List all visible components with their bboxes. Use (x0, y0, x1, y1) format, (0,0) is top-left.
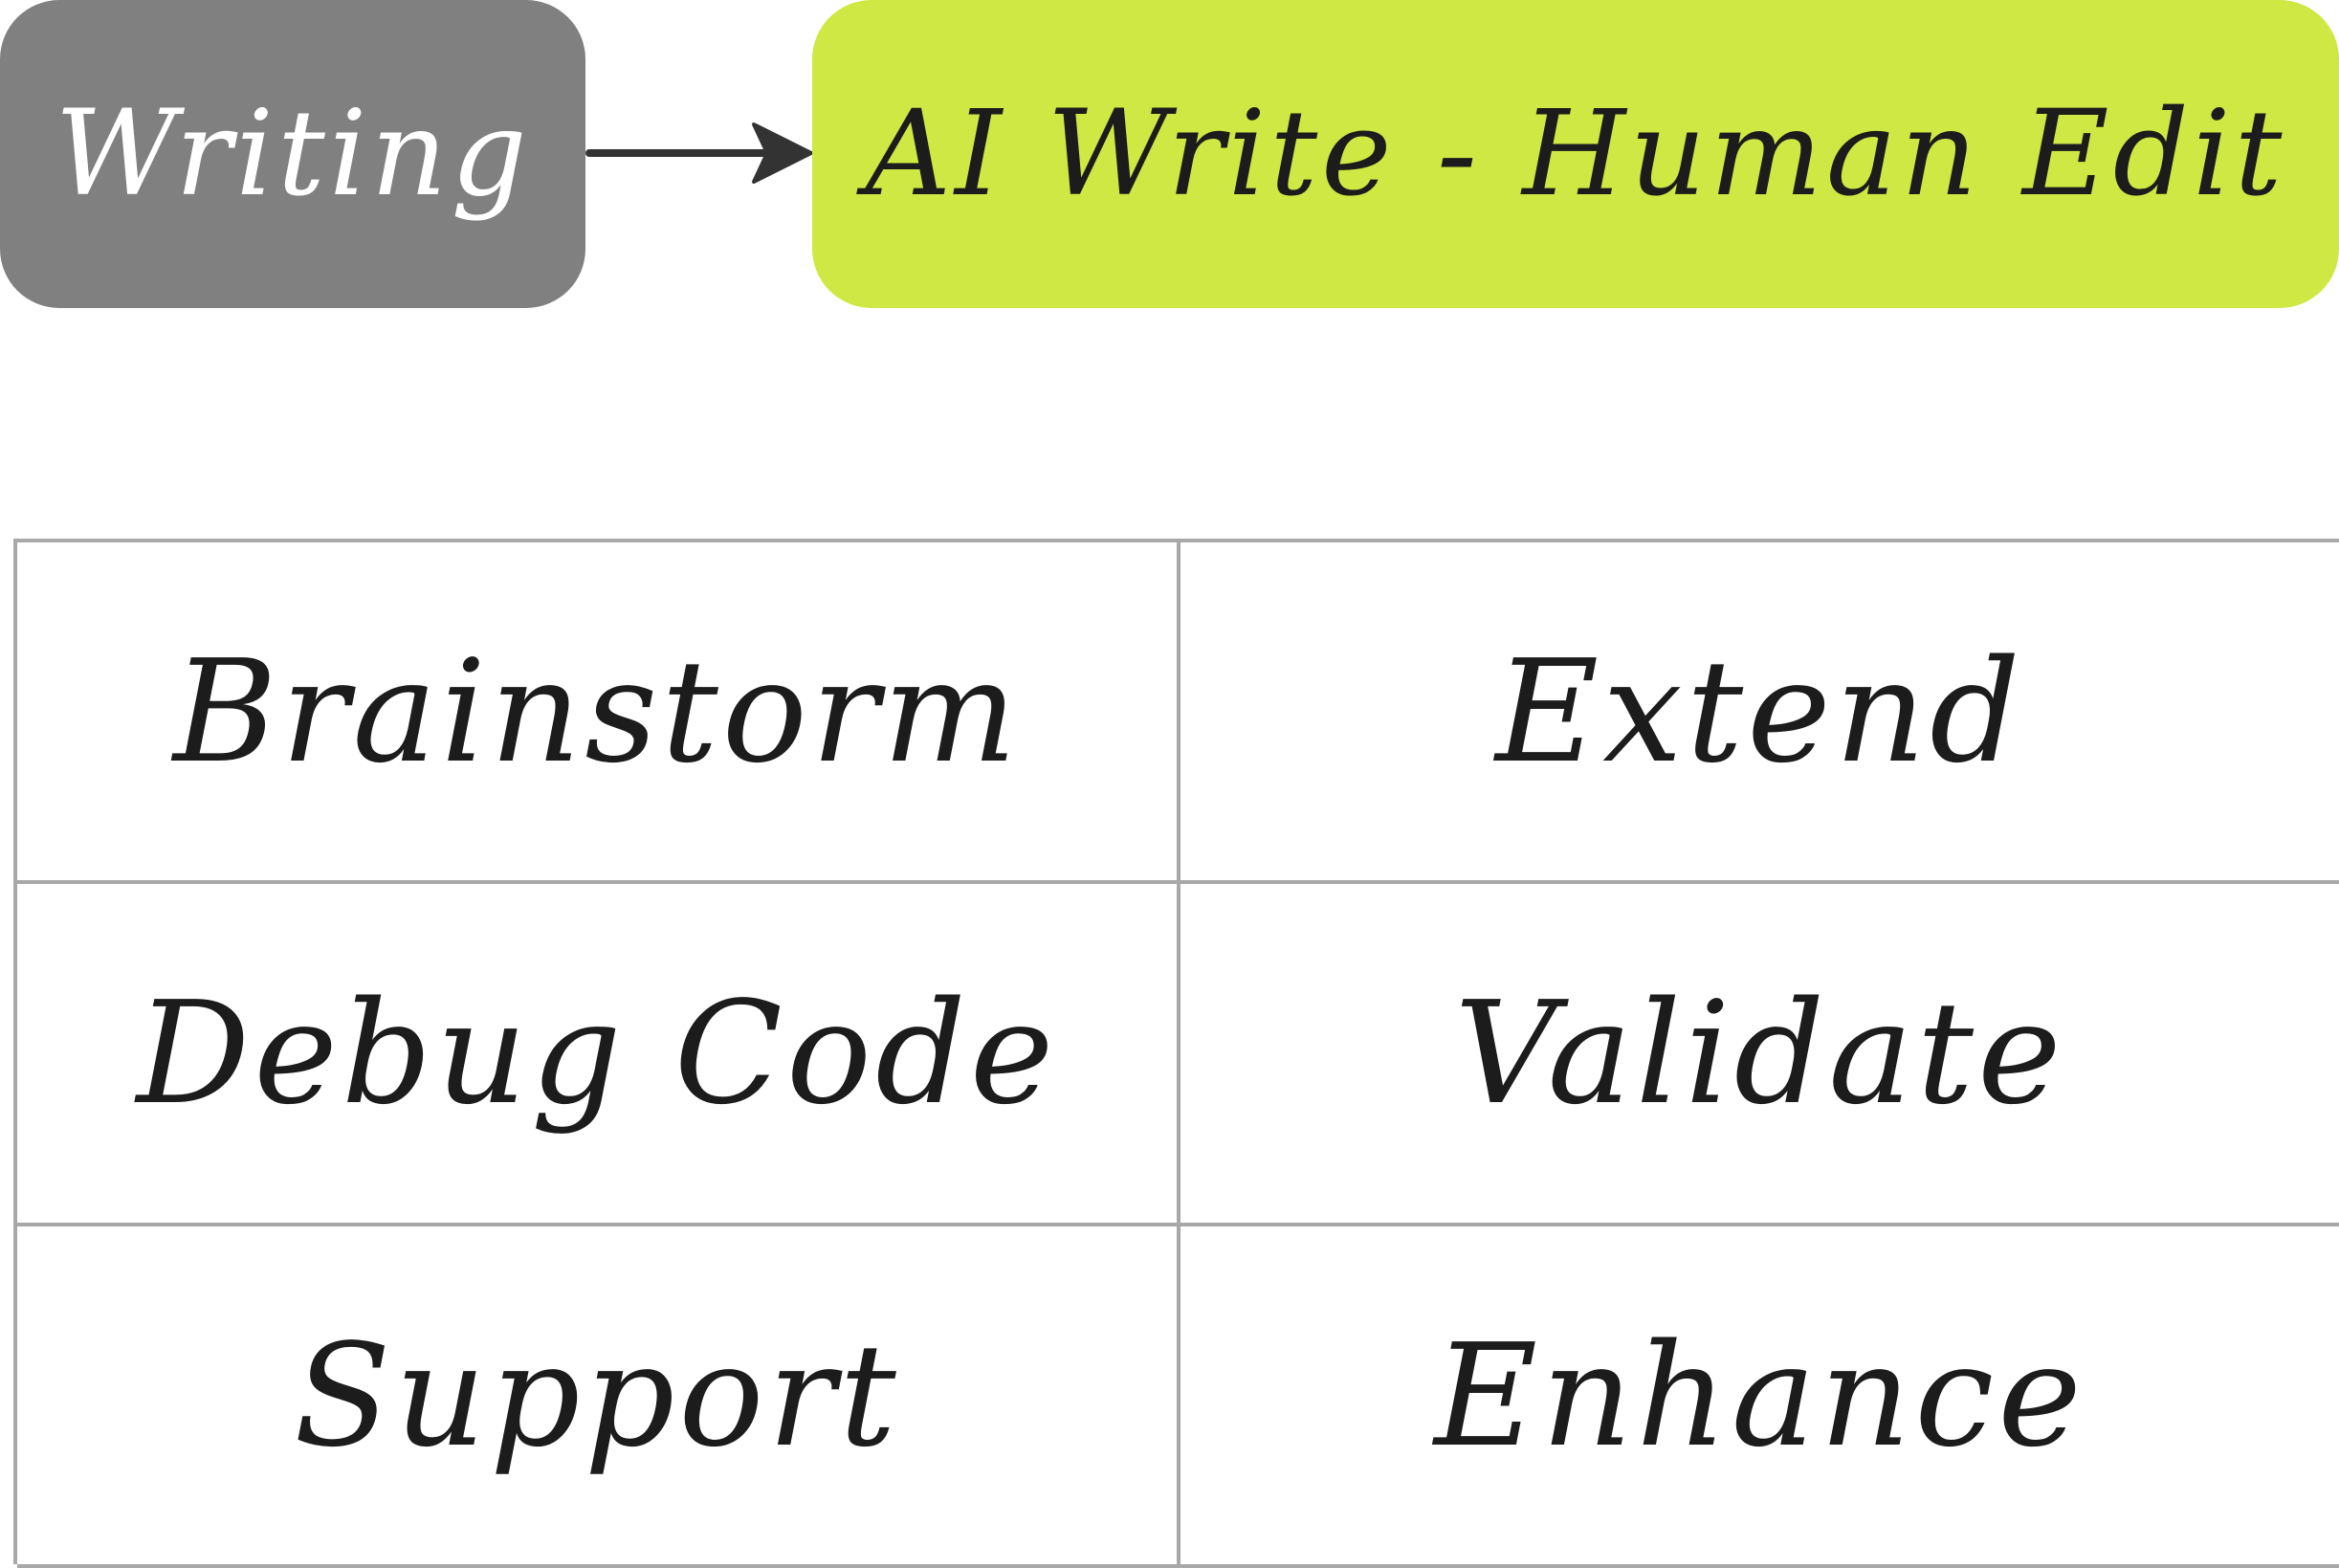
cell-label: Brainstorm (172, 629, 1021, 794)
cell-label: Support (294, 1313, 900, 1478)
cell-validate: Validate (1181, 884, 2339, 1226)
ai-write-human-edit-box: AI Write - Human Edit (812, 0, 2339, 308)
ai-write-human-edit-label: AI Write - Human Edit (865, 85, 2286, 223)
cell-support: Support (17, 1226, 1181, 1568)
writing-label: Writing (55, 85, 531, 223)
cell-label: Debug Code (136, 971, 1058, 1136)
cell-label: Extend (1495, 629, 2024, 794)
use-case-table: Brainstorm Extend Debug Code Validate Su… (13, 539, 2339, 1568)
cell-label: Validate (1454, 971, 2065, 1136)
cell-debug-code: Debug Code (17, 884, 1181, 1226)
cell-enhance: Enhance (1181, 1226, 2339, 1568)
cell-extend: Extend (1181, 542, 2339, 884)
writing-box: Writing (0, 0, 585, 308)
cell-label: Enhance (1434, 1313, 2085, 1478)
cell-brainstorm: Brainstorm (17, 542, 1181, 884)
flow-arrow (585, 122, 813, 184)
